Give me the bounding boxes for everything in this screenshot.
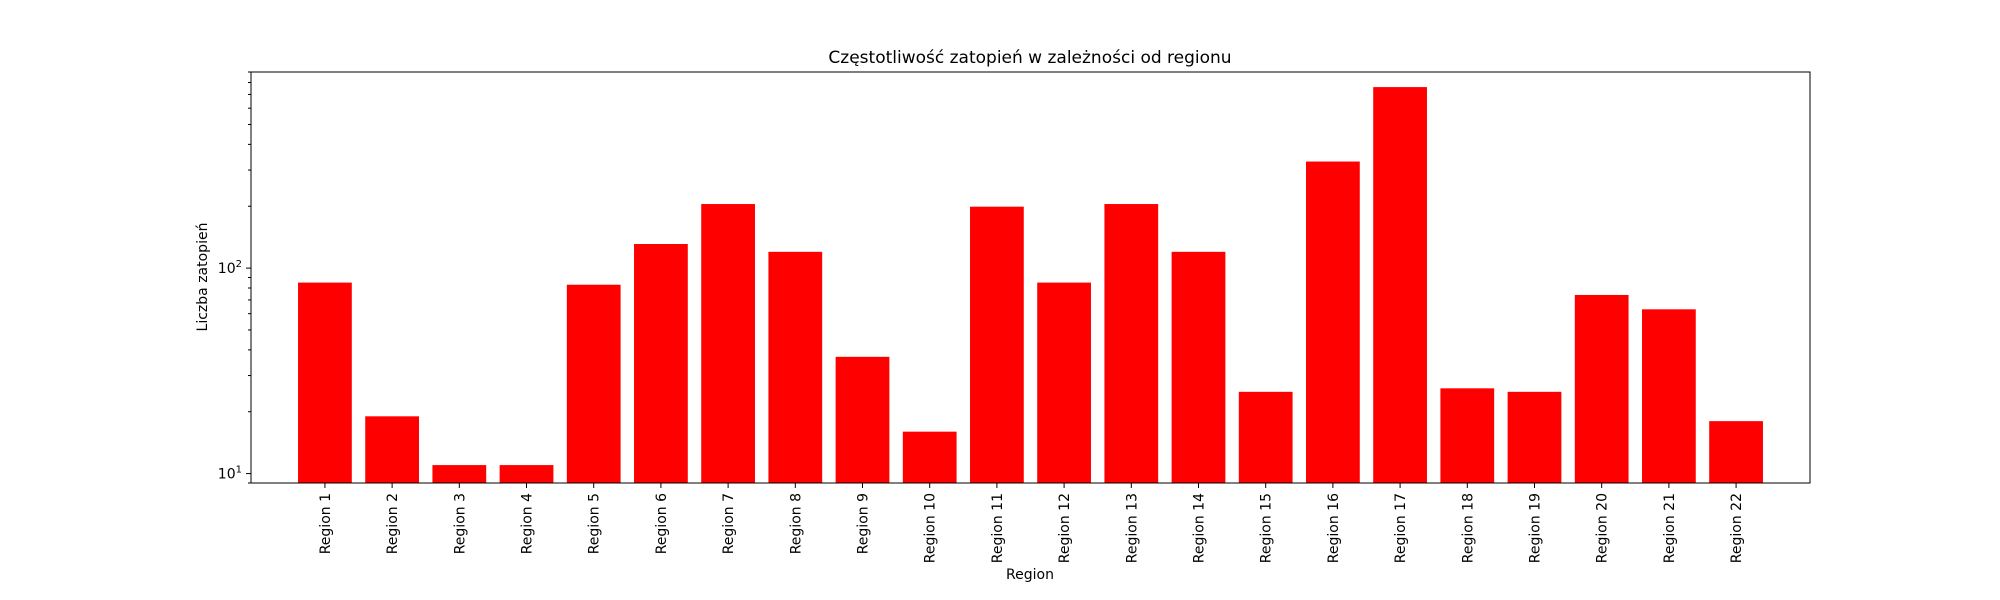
x-tick-label: Region 19 bbox=[1527, 493, 1543, 563]
bar-9 bbox=[835, 356, 890, 483]
x-tick-label: Region 3 bbox=[452, 493, 468, 554]
bar-8 bbox=[768, 251, 823, 483]
x-axis-ticks: Region 1 Region 2 Region 3 Region 4 Region 5… bbox=[318, 483, 1745, 563]
bar-18 bbox=[1440, 388, 1495, 483]
bar-11 bbox=[970, 206, 1024, 483]
bar-5 bbox=[566, 284, 621, 483]
y-tick-label: 101 bbox=[218, 465, 242, 483]
y-tick-label: 102 bbox=[218, 259, 242, 277]
x-tick-label: Region 20 bbox=[1595, 493, 1611, 563]
x-axis-label: Region bbox=[1006, 567, 1054, 583]
x-tick-label: Region 9 bbox=[856, 493, 872, 554]
x-tick-label: Region 5 bbox=[587, 493, 603, 554]
bar-13 bbox=[1104, 204, 1159, 483]
chart-title: Częstotliwość zatopień w zależności od r… bbox=[828, 48, 1231, 68]
x-tick-label: Region 2 bbox=[385, 493, 401, 554]
bar-2 bbox=[365, 416, 419, 483]
bar-19 bbox=[1507, 391, 1562, 483]
x-tick-label: Region 21 bbox=[1662, 493, 1678, 563]
bar-3 bbox=[432, 465, 487, 483]
bar-7 bbox=[701, 204, 755, 483]
x-tick-label: Region 4 bbox=[520, 493, 536, 554]
x-tick-label: Region 6 bbox=[654, 493, 670, 554]
bar-12 bbox=[1037, 282, 1091, 483]
x-tick-label: Region 12 bbox=[1057, 493, 1073, 563]
x-tick-label: Region 11 bbox=[990, 493, 1006, 563]
bar-4 bbox=[499, 465, 554, 483]
x-tick-label: Region 14 bbox=[1191, 493, 1207, 563]
bar-17 bbox=[1373, 87, 1427, 483]
x-tick-label: Region 7 bbox=[721, 493, 737, 554]
bar-20 bbox=[1574, 294, 1629, 483]
y-axis-label: Liczba zatopień bbox=[195, 223, 211, 332]
y-axis-ticks: 101 102 bbox=[218, 71, 251, 484]
bar-21 bbox=[1642, 309, 1696, 483]
bar-10 bbox=[902, 431, 957, 483]
x-tick-label: Region 8 bbox=[788, 493, 804, 554]
x-tick-label: Region 18 bbox=[1460, 493, 1476, 563]
bar-6 bbox=[634, 243, 688, 483]
x-tick-label: Region 13 bbox=[1124, 493, 1140, 563]
bar-1 bbox=[298, 282, 352, 483]
x-tick-label: Region 15 bbox=[1259, 493, 1275, 563]
bar-14 bbox=[1171, 251, 1226, 483]
bar-22 bbox=[1709, 421, 1763, 483]
bar-15 bbox=[1238, 391, 1293, 483]
x-tick-label: Region 16 bbox=[1326, 493, 1342, 563]
x-tick-label: Region 10 bbox=[923, 493, 939, 563]
bars-group bbox=[298, 87, 1763, 483]
bar-16 bbox=[1306, 161, 1360, 483]
x-tick-label: Region 22 bbox=[1729, 493, 1745, 563]
x-tick-label: Region 1 bbox=[318, 493, 334, 554]
x-tick-label: Region 17 bbox=[1393, 493, 1409, 563]
